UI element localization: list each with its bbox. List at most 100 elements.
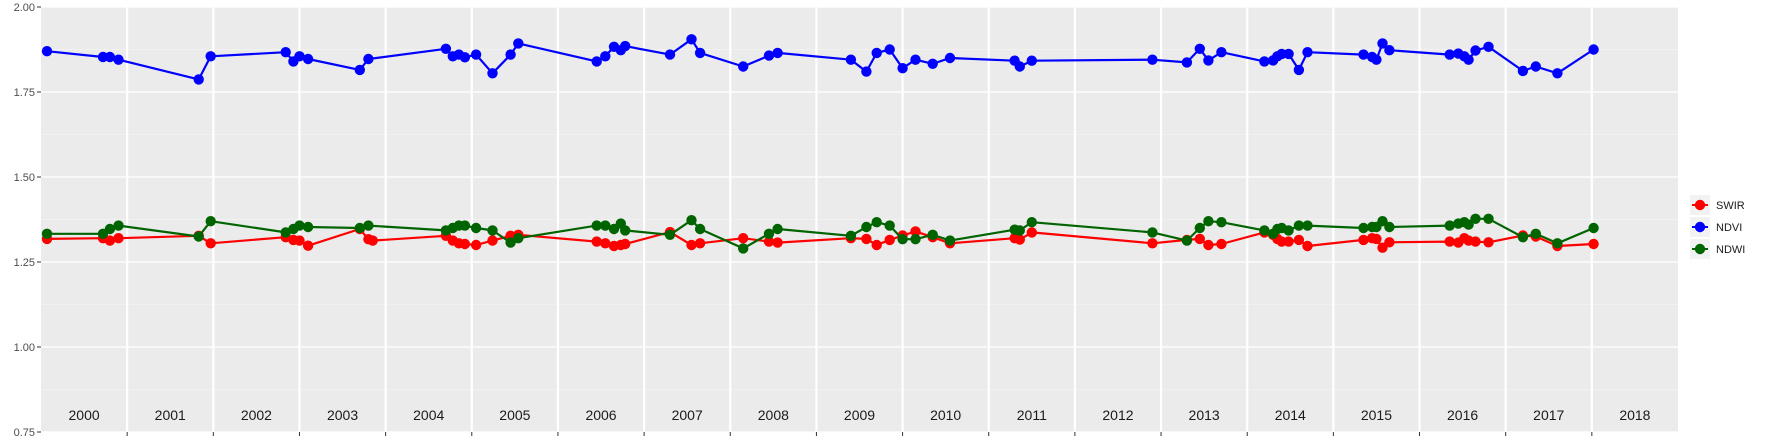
- data-point-ndwi: [1203, 216, 1214, 227]
- data-point-ndvi: [1026, 55, 1038, 66]
- legend-key-point: [1694, 243, 1706, 255]
- data-point-ndwi: [884, 220, 895, 231]
- data-point-ndvi: [1530, 61, 1542, 72]
- data-point-swir: [1470, 236, 1481, 247]
- data-point-swir: [1216, 238, 1227, 250]
- data-point-ndvi: [1181, 57, 1193, 68]
- data-point-ndwi: [363, 220, 374, 231]
- year-label: 2009: [844, 407, 875, 423]
- data-point-ndwi: [487, 225, 498, 236]
- data-point-ndwi: [591, 220, 602, 231]
- y-tick-label: 1.50: [14, 172, 35, 184]
- data-point-swir: [1444, 236, 1455, 247]
- year-label: 2011: [1017, 407, 1047, 423]
- data-point-ndwi: [1384, 221, 1395, 233]
- data-point-ndwi: [686, 215, 697, 226]
- data-point-ndvi: [1470, 45, 1481, 56]
- data-point-swir: [694, 238, 706, 249]
- data-point-swir: [1483, 237, 1494, 248]
- data-point-swir: [294, 235, 305, 246]
- data-point-ndvi: [1283, 48, 1294, 60]
- data-point-ndvi: [205, 51, 216, 62]
- data-point-swir: [1371, 233, 1382, 245]
- data-point-swir: [1026, 227, 1038, 238]
- data-point-ndvi: [694, 47, 706, 59]
- data-point-ndvi: [41, 46, 53, 57]
- data-point-swir: [487, 235, 498, 246]
- data-point-ndwi: [1552, 238, 1563, 249]
- year-label: 2005: [499, 407, 530, 423]
- data-point-ndvi: [1014, 61, 1025, 72]
- year-label: 2017: [1533, 407, 1564, 423]
- data-point-swir: [1358, 234, 1369, 246]
- data-point-ndvi: [1384, 45, 1395, 56]
- data-point-ndwi: [600, 220, 611, 231]
- data-point-ndwi: [861, 221, 872, 233]
- data-point-ndwi: [772, 223, 783, 235]
- year-label-layer: 2000 2001 2002 2003 2004 2005 2006 2007 2008 2009…: [69, 407, 1651, 423]
- grid-layer: [41, 6, 1678, 433]
- data-point-ndwi: [1181, 235, 1193, 246]
- data-point-ndvi: [280, 47, 291, 58]
- data-point-ndwi: [459, 220, 471, 231]
- data-point-ndwi: [294, 220, 305, 231]
- data-point-ndvi: [440, 43, 452, 54]
- data-point-ndvi: [459, 52, 471, 63]
- data-point-swir: [772, 237, 783, 248]
- data-point-ndwi: [1014, 225, 1025, 236]
- data-point-swir: [871, 239, 882, 251]
- data-point-ndvi: [294, 51, 305, 62]
- data-point-ndvi: [845, 54, 857, 65]
- legend-label-ndvi: NDVI: [1716, 222, 1742, 234]
- data-point-ndvi: [1216, 47, 1227, 58]
- data-point-ndwi: [205, 216, 216, 227]
- data-point-swir: [600, 238, 611, 249]
- data-point-ndvi: [871, 47, 882, 59]
- data-point-swir: [367, 235, 378, 246]
- data-point-ndwi: [41, 228, 53, 239]
- data-point-ndvi: [1203, 55, 1214, 66]
- data-point-ndvi: [513, 38, 524, 49]
- data-point-ndwi: [944, 235, 956, 246]
- data-point-ndvi: [861, 66, 872, 77]
- data-point-ndwi: [1147, 227, 1158, 238]
- data-point-swir: [763, 236, 775, 247]
- data-point-swir: [459, 238, 471, 250]
- data-point-ndwi: [927, 229, 938, 240]
- data-point-swir: [620, 238, 631, 250]
- y-tick-label: 1.25: [14, 257, 35, 269]
- data-point-swir: [1293, 234, 1305, 246]
- y-tick-label: 0.75: [14, 427, 35, 439]
- axis-layer: 0.75 1.00 1.25 1.50 1.75 2.00: [14, 2, 1593, 439]
- data-point-ndvi: [944, 52, 956, 64]
- year-label: 2018: [1619, 407, 1650, 423]
- data-point-ndvi: [354, 64, 365, 76]
- data-point-ndwi: [694, 223, 706, 235]
- data-point-ndwi: [1588, 222, 1599, 234]
- year-label: 2006: [585, 407, 616, 423]
- data-point-swir: [686, 239, 697, 251]
- data-point-ndwi: [104, 223, 116, 235]
- data-point-ndvi: [470, 49, 482, 60]
- data-point-ndvi: [104, 51, 116, 63]
- data-point-swir: [470, 239, 482, 251]
- data-point-ndvi: [1377, 38, 1388, 49]
- data-point-ndvi: [1463, 54, 1474, 65]
- year-label: 2014: [1275, 407, 1306, 423]
- data-point-ndvi: [1302, 47, 1313, 58]
- data-point-swir: [884, 234, 895, 246]
- data-point-ndwi: [1483, 213, 1494, 224]
- year-label: 2007: [672, 407, 703, 423]
- data-point-ndvi: [363, 53, 374, 65]
- data-point-ndwi: [910, 234, 921, 245]
- data-point-ndwi: [1283, 225, 1294, 236]
- year-label: 2004: [413, 407, 444, 423]
- data-point-ndwi: [871, 217, 882, 228]
- series-layer: [41, 34, 1599, 254]
- data-point-ndwi: [1194, 222, 1206, 234]
- data-point-ndvi: [600, 51, 611, 62]
- data-point-ndwi: [302, 221, 314, 233]
- data-point-swir: [1147, 238, 1158, 249]
- data-point-swir: [861, 233, 872, 245]
